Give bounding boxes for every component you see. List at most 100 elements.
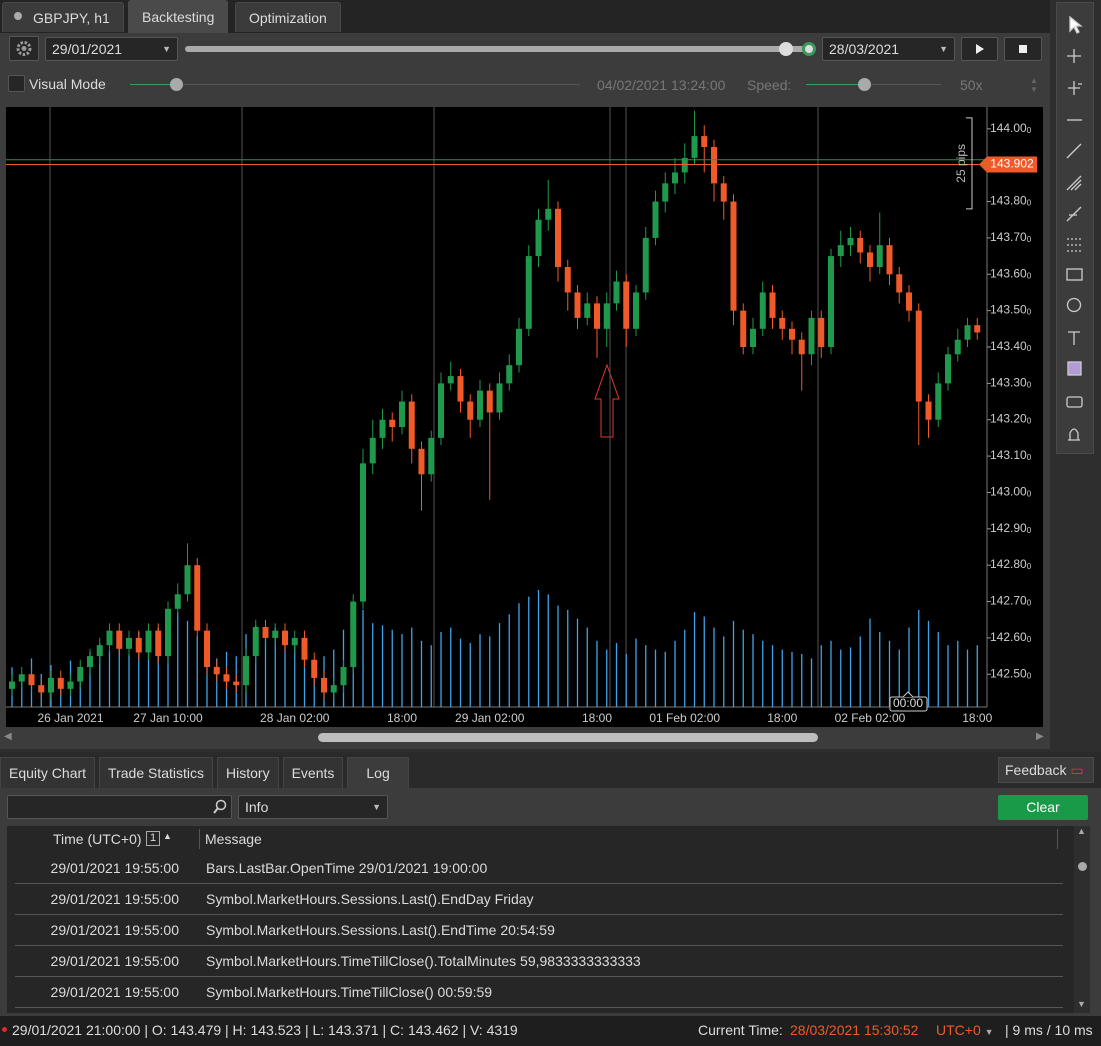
timezone[interactable]: UTC+0 ▼ (936, 1022, 994, 1038)
candle-body (321, 677, 327, 693)
alert-tool[interactable] (1068, 428, 1080, 441)
visual-mode-checkbox[interactable] (8, 75, 25, 92)
log-row[interactable]: 29/01/2021 19:55:00 Bars.LastBar.OpenTime… (15, 853, 1063, 884)
price-tag (979, 156, 1037, 173)
candle-body (974, 325, 981, 333)
bottom-tab[interactable]: History (217, 757, 279, 789)
pips-ruler-label: 25 pips (954, 144, 968, 183)
search-input[interactable] (7, 795, 232, 819)
message-column-header[interactable]: Message (205, 831, 262, 847)
feedback-button[interactable]: Feedback ▭ (998, 757, 1094, 783)
x-tick-label: 28 Jan 02:00 (260, 711, 330, 725)
stop-button[interactable] (1004, 37, 1042, 61)
candle-body (837, 245, 844, 257)
caret: ▼ (162, 44, 171, 54)
play-button[interactable] (961, 37, 998, 61)
tab-dot (14, 12, 22, 20)
candle-body (38, 685, 45, 693)
candle-body (496, 383, 503, 413)
pen-tool[interactable] (1066, 143, 1082, 159)
candle-body (145, 630, 152, 653)
candle-body (945, 354, 951, 384)
color-tool[interactable] (1067, 361, 1082, 376)
column-divider (1057, 829, 1058, 849)
candle-body (155, 630, 162, 657)
range-handle[interactable] (802, 42, 816, 56)
candle-body (896, 274, 903, 293)
candle-body (438, 383, 444, 438)
candle-body (57, 677, 64, 689)
time-column-header[interactable]: Time (UTC+0) (53, 831, 142, 847)
y-tick-label: 143.500 (990, 303, 1032, 317)
scroll-thumb[interactable] (318, 733, 818, 742)
level-filter[interactable]: Info ▼ (238, 795, 388, 819)
candle-body (194, 565, 201, 631)
time-handle[interactable] (170, 78, 183, 91)
symbol-tab[interactable]: GBPJPY, h1 (2, 2, 124, 32)
candle-body (516, 328, 522, 366)
candle-body (886, 245, 893, 275)
current-time-label: Current Time: (698, 1022, 783, 1038)
measure-tool[interactable] (1068, 81, 1082, 95)
settings-button[interactable] (9, 36, 39, 61)
speed-slider[interactable] (806, 84, 941, 85)
bottom-tab[interactable]: Trade Statistics (99, 757, 214, 789)
chart-background (6, 107, 1043, 727)
candle-body (28, 674, 35, 686)
candle-body (730, 201, 737, 311)
time-slider[interactable] (130, 84, 580, 85)
price-chart[interactable]: 26 Jan 2021 27 Jan 10:00 28 Jan 02:00 18:00… (6, 107, 1043, 727)
candle-body (574, 292, 581, 318)
optimization-tab[interactable]: Optimization (235, 2, 341, 32)
candle-body (282, 630, 288, 646)
y-tick-label: 142.900 (990, 521, 1032, 535)
scroll-up[interactable]: ▲ (1077, 826, 1086, 836)
visual-mode-label: Visual Mode (29, 76, 106, 92)
y-tick-label: 143.100 (990, 448, 1032, 462)
range-handle[interactable] (779, 42, 793, 56)
visual-time: 04/02/2021 13:24:00 (597, 77, 726, 93)
candle-body (906, 292, 912, 311)
scroll-down[interactable]: ▼ (1077, 999, 1086, 1009)
scroll-right[interactable]: ▶ (1036, 731, 1044, 742)
log-row[interactable]: 29/01/2021 19:55:00 Symbol.MarketHours.Ti… (15, 977, 1063, 1008)
text-tool[interactable] (1068, 331, 1080, 345)
channel-tool[interactable] (1066, 206, 1082, 222)
log-row[interactable]: 29/01/2021 19:55:00 Symbol.MarketHours.Se… (15, 915, 1063, 946)
log-row[interactable]: 29/01/2021 19:55:00 Symbol.MarketHours.Se… (15, 884, 1063, 915)
symbol-tab-label: GBPJPY, h1 (33, 10, 110, 26)
bottom-tab[interactable]: Events (282, 757, 344, 789)
clear-button[interactable]: Clear (998, 795, 1088, 820)
candle-body (330, 685, 337, 693)
backtesting-tab[interactable]: Backtesting (128, 0, 229, 33)
end-date[interactable]: 28/03/2021 ▼ (822, 37, 955, 61)
vertical-scrollbar[interactable] (1074, 826, 1090, 1013)
start-date[interactable]: 29/01/2021 ▼ (45, 37, 178, 61)
candle-body (964, 325, 971, 340)
pointer-tool[interactable] (1069, 15, 1083, 34)
x-tick-label: 27 Jan 10:00 (133, 711, 203, 725)
cursor-label-notch (902, 691, 914, 698)
speed-handle[interactable] (858, 78, 871, 91)
search-icon (213, 799, 227, 814)
bottom-tab[interactable]: Equity Chart (0, 757, 96, 789)
range-slider[interactable] (185, 46, 805, 52)
rectangle-tool[interactable] (1066, 268, 1083, 281)
candle-body (564, 267, 571, 293)
ellipse-tool[interactable] (1066, 297, 1082, 313)
log-time: 29/01/2021 19:55:00 (50, 984, 179, 1000)
candle-body (447, 376, 454, 384)
log-row[interactable]: 29/01/2021 19:55:00 Symbol.MarketHours.Ti… (15, 946, 1063, 977)
scroll-left[interactable]: ◀ (4, 731, 12, 742)
pips-ruler (966, 117, 973, 210)
fibo-tool[interactable] (1066, 175, 1082, 191)
grid-tool[interactable] (1067, 238, 1082, 252)
stop-icon (1019, 45, 1027, 53)
crosshair-tool[interactable] (1067, 49, 1081, 63)
candle-body (77, 667, 84, 682)
screenshot-tool[interactable] (1066, 396, 1083, 408)
speed-spinner[interactable]: ▲ ▼ (1030, 76, 1038, 94)
bottom-tab[interactable]: Log (347, 757, 409, 789)
scroll-thumb[interactable] (1078, 862, 1087, 871)
x-tick-label: 18:00 (767, 711, 797, 725)
